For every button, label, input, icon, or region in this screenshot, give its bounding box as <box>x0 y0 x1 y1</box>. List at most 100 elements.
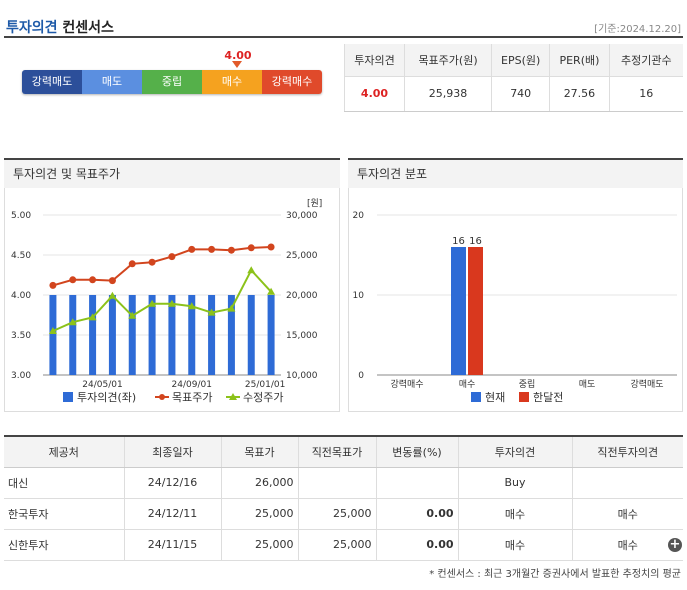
target-price-point <box>108 277 116 285</box>
opinion-bar <box>108 295 116 375</box>
expand-plus-icon[interactable]: + <box>668 537 682 552</box>
left-tick-label: 4.50 <box>11 251 31 261</box>
right-axis-unit: [원] <box>307 198 322 209</box>
cell-opinion: Buy <box>457 467 572 499</box>
opinion-value: 4.00 <box>224 49 252 62</box>
footnote: * 컨센서스 : 최근 3개월간 증권사에서 발표한 추정치의 평균 <box>429 569 681 580</box>
target-price-point <box>89 276 97 284</box>
cell-prev-opinion: 매수 <box>571 498 683 530</box>
legend-swatch-prev <box>519 392 529 402</box>
y-tick-label: 20 <box>353 211 365 221</box>
category-label: 매도 <box>579 379 596 390</box>
summary-header: EPS(원) <box>491 44 550 77</box>
summary-header: PER(배) <box>549 44 610 77</box>
category-label: 중립 <box>519 379 536 390</box>
right-tick-label: 10,000 <box>286 371 318 381</box>
target-price-point <box>69 276 77 284</box>
adjusted-price-point <box>247 266 256 274</box>
adjusted-price-point <box>227 304 236 312</box>
x-tick-label: 24/09/01 <box>172 380 212 390</box>
y-tick-label: 0 <box>358 371 364 381</box>
summary-opinion: 4.00 <box>344 76 405 112</box>
opinion-bar <box>49 295 57 375</box>
target-price-point <box>168 253 176 261</box>
opinion-bar <box>227 295 235 375</box>
opinion-bar <box>188 295 196 375</box>
target-price-point <box>148 258 156 266</box>
right-tick-label: 15,000 <box>286 331 318 341</box>
right-tick-label: 20,000 <box>286 291 318 301</box>
opinion-bar <box>148 295 156 375</box>
x-tick-label: 25/01/01 <box>245 380 285 390</box>
summary-per: 27.56 <box>549 76 610 112</box>
title-dark: 컨센서스 <box>62 20 114 36</box>
target-price-point <box>247 244 255 252</box>
category-label: 강력매도 <box>630 378 663 390</box>
scale-neutral: 중립 <box>142 70 202 94</box>
col-provider: 제공처 <box>4 435 124 468</box>
legend-label: 한달전 <box>533 391 563 404</box>
opinion-bar <box>168 295 176 375</box>
panel-distribution-title: 투자의견 분포 <box>348 158 683 188</box>
target-price-point <box>188 245 196 253</box>
summary-header: 목표주가(원) <box>403 44 492 77</box>
adjusted-price-point <box>167 299 176 307</box>
adjusted-price-point <box>187 302 196 310</box>
adjusted-price-point <box>68 318 77 326</box>
opinion-bar <box>69 295 77 375</box>
left-tick-label: 5.00 <box>11 211 31 221</box>
title-blue: 투자의견 <box>6 20 58 36</box>
opinion-bar <box>267 295 275 375</box>
summary-institutions: 16 <box>608 76 683 112</box>
panel-opinion-target-title: 투자의견 및 목표주가 <box>4 158 340 188</box>
right-tick-label: 25,000 <box>286 251 318 261</box>
panel-opinion-target: 5.00 4.50 4.00 3.50 3.00 30,000 25,000 20,000 15… <box>4 188 340 412</box>
legend-swatch-target <box>159 394 165 400</box>
legend-swatch-opinion <box>63 392 73 402</box>
target-price-point <box>267 243 275 251</box>
left-tick-label: 3.00 <box>11 371 31 381</box>
cell-change: 0.00 <box>375 529 458 561</box>
col-prev-target: 직전목표가 <box>297 435 376 468</box>
cell-target: 26,000 <box>220 467 298 499</box>
opinion-marker-icon <box>232 61 242 68</box>
summary-eps: 740 <box>491 76 550 112</box>
target-price-point <box>227 246 235 254</box>
adjusted-price-point <box>207 308 216 316</box>
category-label: 강력매수 <box>390 378 423 390</box>
opinion-bar <box>128 295 136 375</box>
cell-change: 0.00 <box>375 498 458 530</box>
category-label: 매수 <box>459 379 476 390</box>
opinion-target-chart: 5.00 4.50 4.00 3.50 3.00 30,000 25,000 20,000 15… <box>11 198 322 404</box>
cell-prev-target <box>297 467 376 499</box>
left-tick-label: 4.00 <box>11 291 31 301</box>
col-change: 변동률(%) <box>375 435 458 468</box>
scale-strong-sell: 강력매도 <box>22 70 82 94</box>
col-prev-opinion: 직전투자의견 <box>571 435 683 468</box>
cell-change <box>375 467 458 499</box>
cell-opinion: 매수 <box>457 498 572 530</box>
legend-swatch-adjusted <box>229 393 237 400</box>
summary-header: 추정기관수 <box>608 44 683 77</box>
opinion-bar <box>89 295 97 375</box>
opinion-scale: 강력매도 매도 중립 매수 강력매수 <box>22 70 322 94</box>
adjusted-price-point <box>108 291 117 299</box>
adjusted-price-point <box>148 299 157 307</box>
cell-target: 25,000 <box>220 498 298 530</box>
adjusted-price-point <box>128 311 137 319</box>
adjusted-price-line <box>52 268 272 332</box>
legend-label: 현재 <box>485 391 505 404</box>
cell-opinion: 매수 <box>457 529 572 561</box>
table-row: 신한투자 24/11/15 25,000 25,000 0.00 매수 매수 <box>4 529 683 561</box>
opinion-bar <box>208 295 216 375</box>
panel-distribution: 20 10 0 강력매수 매수 16 16 중립 매도 강력매도 현재 한달전 <box>348 188 683 412</box>
legend-label: 수정주가 <box>243 391 283 404</box>
scale-sell: 매도 <box>82 70 142 94</box>
col-target: 목표가 <box>220 435 298 468</box>
target-price-point <box>128 260 136 268</box>
broker-table: 제공처 최종일자 목표가 직전목표가 변동률(%) 투자의견 직전투자의견 대신… <box>4 435 683 561</box>
cell-prev-target: 25,000 <box>297 498 376 530</box>
legend-label: 목표주가 <box>172 391 212 404</box>
legend-label: 투자의견(좌) <box>77 391 136 404</box>
